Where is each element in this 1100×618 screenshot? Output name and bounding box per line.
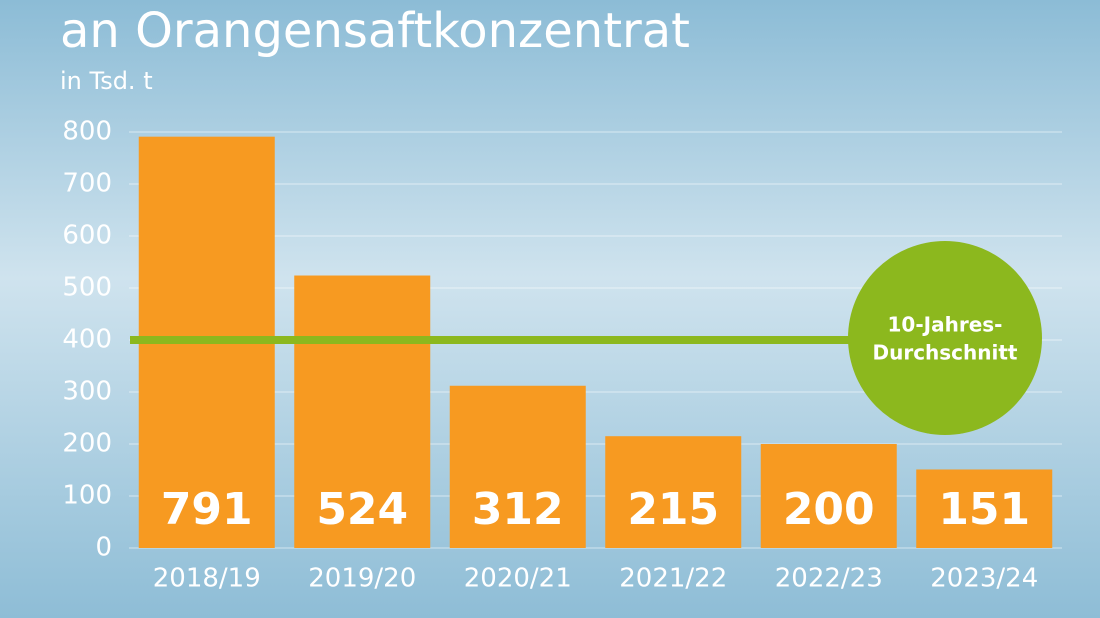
value-label: 524 [316, 484, 408, 535]
reference-label: Durchschnitt [872, 341, 1017, 365]
y-tick-label: 600 [62, 221, 112, 251]
y-tick-label: 400 [62, 325, 112, 355]
chart-subtitle: in Tsd. t [60, 67, 153, 95]
bar [916, 469, 1053, 548]
y-tick-label: 700 [62, 169, 112, 199]
value-label: 215 [627, 484, 719, 535]
bar [760, 444, 897, 548]
x-tick-label: 2022/23 [775, 564, 883, 594]
bar [449, 385, 586, 548]
reference-badge [848, 241, 1042, 435]
y-tick-label: 800 [62, 117, 112, 147]
x-tick-label: 2021/22 [619, 564, 727, 594]
value-label: 200 [783, 484, 875, 535]
y-tick-label: 500 [62, 273, 112, 303]
value-label: 312 [472, 484, 564, 535]
x-tick-label: 2018/19 [153, 564, 261, 594]
y-tick-label: 200 [62, 429, 112, 459]
x-tick-label: 2023/24 [930, 564, 1038, 594]
x-tick-label: 2019/20 [308, 564, 416, 594]
x-tick-label: 2020/21 [464, 564, 572, 594]
reference-label: 10-Jahres- [888, 313, 1003, 337]
y-tick-label: 100 [62, 481, 112, 511]
bar [294, 275, 431, 548]
value-label: 151 [938, 484, 1030, 535]
chart-title: an Orangensaftkonzentrat [60, 3, 690, 59]
y-tick-label: 300 [62, 377, 112, 407]
y-tick-label: 0 [95, 533, 112, 563]
value-label: 791 [161, 484, 253, 535]
bar [605, 436, 742, 548]
